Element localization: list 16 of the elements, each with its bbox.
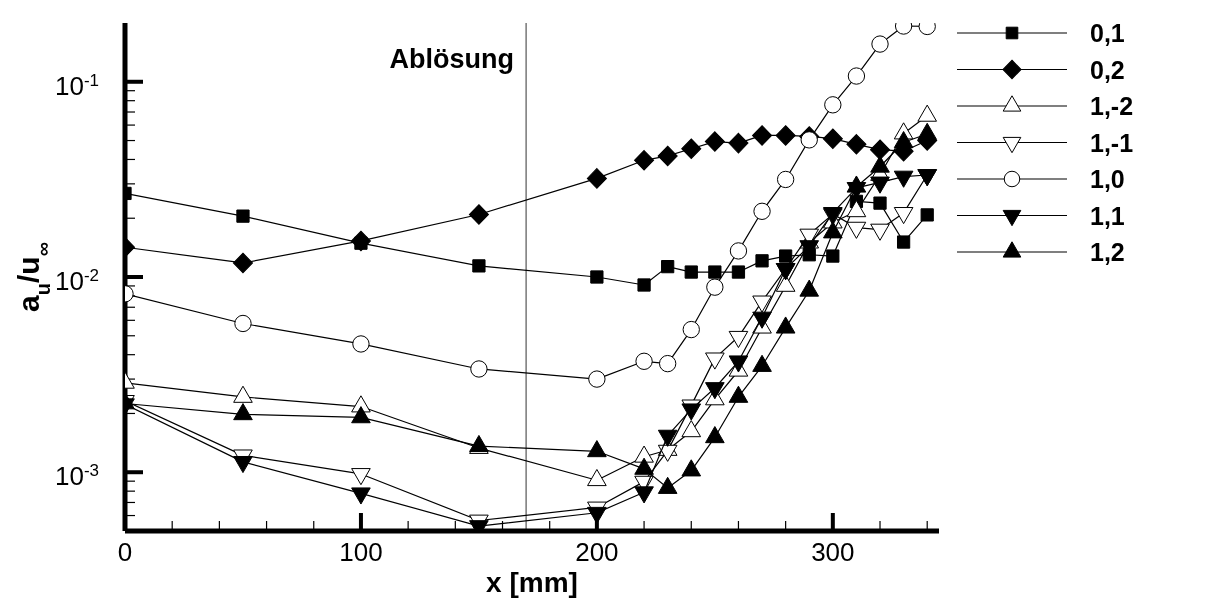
x-tick-label: 100 xyxy=(339,537,383,567)
x-tick-label: 200 xyxy=(575,537,619,567)
legend-label: 1,-1 xyxy=(1090,128,1134,157)
y-tick-label: 10$^{-1}$ xyxy=(54,70,99,101)
ref-line-label: Ablösung xyxy=(389,44,515,74)
legend-label: 1,0 xyxy=(1090,165,1125,193)
legend-label: 0,2 xyxy=(1090,55,1125,84)
y-tick-label: 10$^{-3}$ xyxy=(54,460,99,492)
y-tick-label: 10$^{-2}$ xyxy=(54,265,99,296)
x-axis-title: x [mm] xyxy=(486,567,578,598)
legend-label: 0,1 xyxy=(1090,19,1125,47)
legend-label: 1,1 xyxy=(1090,201,1125,230)
legend-label: 1,-2 xyxy=(1090,92,1134,120)
legend-label: 1,2 xyxy=(1090,238,1125,266)
x-tick-label: 300 xyxy=(811,537,855,567)
x-tick-label: 0 xyxy=(117,537,133,567)
